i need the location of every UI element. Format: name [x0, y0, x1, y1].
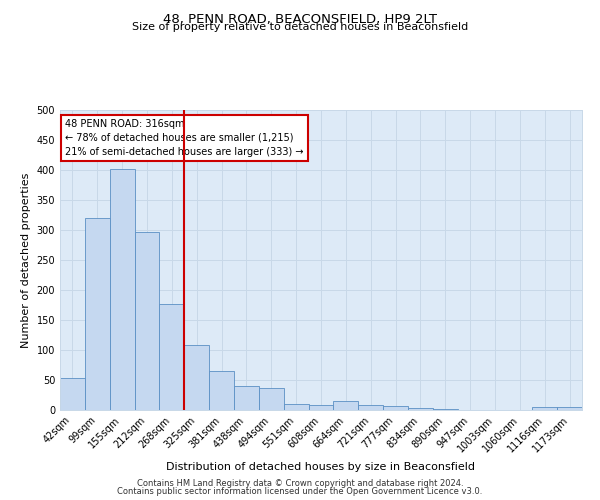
Bar: [209, 371, 234, 410]
Bar: [408, 408, 433, 410]
Bar: [308, 404, 334, 410]
Text: Size of property relative to detached houses in Beaconsfield: Size of property relative to detached ho…: [132, 22, 468, 32]
Bar: [358, 404, 383, 410]
Bar: [60, 378, 85, 410]
Bar: [134, 232, 160, 410]
Bar: [284, 404, 308, 410]
Text: 48 PENN ROAD: 316sqm
← 78% of detached houses are smaller (1,215)
21% of semi-de: 48 PENN ROAD: 316sqm ← 78% of detached h…: [65, 119, 304, 157]
Bar: [532, 407, 557, 410]
Bar: [85, 218, 110, 410]
Y-axis label: Number of detached properties: Number of detached properties: [21, 172, 31, 348]
Text: Contains public sector information licensed under the Open Government Licence v3: Contains public sector information licen…: [118, 487, 482, 496]
Bar: [234, 386, 259, 410]
Text: 48, PENN ROAD, BEACONSFIELD, HP9 2LT: 48, PENN ROAD, BEACONSFIELD, HP9 2LT: [163, 12, 437, 26]
Bar: [160, 304, 184, 410]
Bar: [334, 401, 358, 410]
X-axis label: Distribution of detached houses by size in Beaconsfield: Distribution of detached houses by size …: [167, 462, 476, 472]
Bar: [557, 407, 582, 410]
Bar: [110, 169, 134, 410]
Bar: [184, 345, 209, 410]
Bar: [383, 406, 408, 410]
Text: Contains HM Land Registry data © Crown copyright and database right 2024.: Contains HM Land Registry data © Crown c…: [137, 478, 463, 488]
Bar: [259, 388, 284, 410]
